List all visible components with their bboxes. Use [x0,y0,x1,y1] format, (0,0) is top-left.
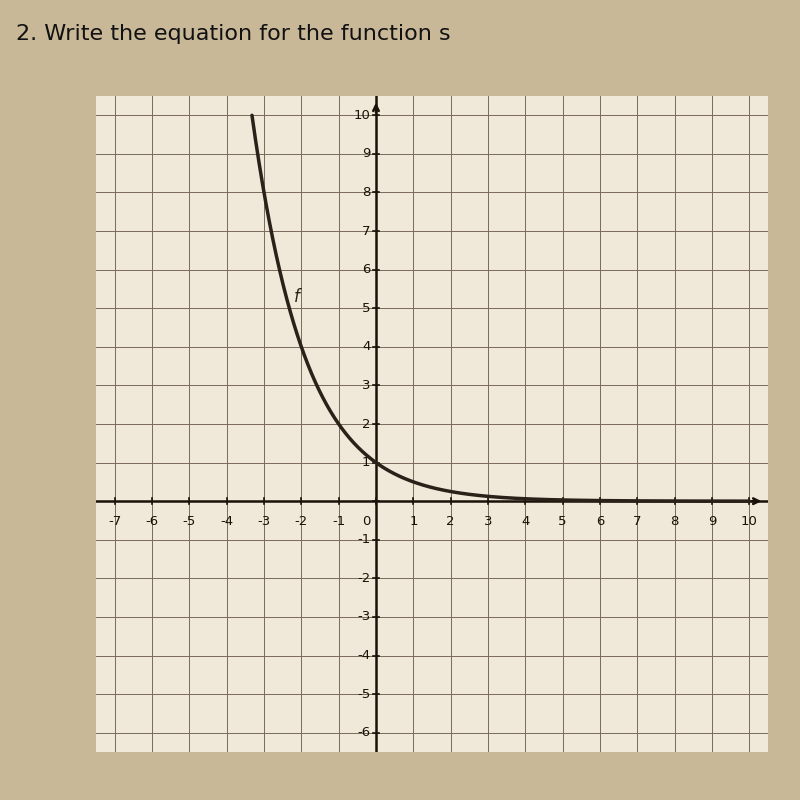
Text: -3: -3 [258,514,270,528]
Text: 7: 7 [362,225,370,238]
Text: 8: 8 [670,514,679,528]
Text: 5: 5 [362,302,370,314]
Text: 2: 2 [362,418,370,430]
Text: 8: 8 [362,186,370,199]
Text: 1: 1 [362,456,370,469]
Text: 7: 7 [633,514,642,528]
Text: 3: 3 [362,379,370,392]
Text: 10: 10 [354,109,370,122]
Text: -1: -1 [357,534,370,546]
Text: f: f [294,288,300,306]
Text: 4: 4 [521,514,530,528]
Text: -5: -5 [182,514,196,528]
Text: 5: 5 [558,514,567,528]
Text: -6: -6 [358,726,370,739]
Text: 1: 1 [409,514,418,528]
Text: -3: -3 [357,610,370,623]
Text: -1: -1 [332,514,346,528]
Text: 4: 4 [362,340,370,354]
Text: 6: 6 [596,514,604,528]
Text: -4: -4 [220,514,234,528]
Text: 10: 10 [741,514,758,528]
Text: 2. Write the equation for the function s: 2. Write the equation for the function s [16,24,450,44]
Text: 6: 6 [362,263,370,276]
Text: -4: -4 [358,649,370,662]
Text: -6: -6 [146,514,158,528]
Text: 2: 2 [446,514,455,528]
Text: -2: -2 [357,572,370,585]
Text: -2: -2 [294,514,308,528]
Text: 3: 3 [484,514,492,528]
Text: 9: 9 [362,147,370,160]
Text: 0: 0 [362,514,370,528]
Text: 9: 9 [708,514,716,528]
Text: -7: -7 [108,514,122,528]
Text: -5: -5 [357,688,370,701]
